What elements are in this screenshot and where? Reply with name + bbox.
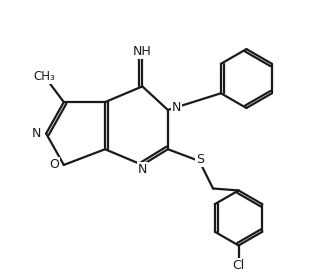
Text: Cl: Cl [232, 259, 245, 271]
Text: S: S [196, 153, 204, 166]
Text: O: O [49, 158, 59, 171]
Text: N: N [172, 101, 181, 113]
Text: NH: NH [133, 45, 152, 58]
Text: N: N [32, 127, 41, 140]
Text: N: N [138, 163, 147, 176]
Text: CH₃: CH₃ [33, 70, 55, 83]
